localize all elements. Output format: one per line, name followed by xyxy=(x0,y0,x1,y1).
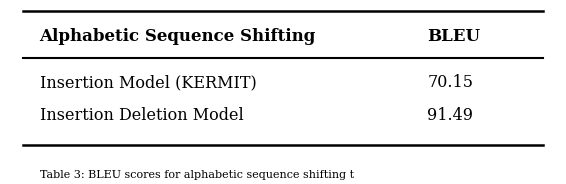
Text: 91.49: 91.49 xyxy=(427,107,473,124)
Text: 70.15: 70.15 xyxy=(427,74,473,91)
Text: BLEU: BLEU xyxy=(427,28,481,45)
Text: Insertion Model (KERMIT): Insertion Model (KERMIT) xyxy=(40,74,256,91)
Text: Alphabetic Sequence Shifting: Alphabetic Sequence Shifting xyxy=(40,28,316,45)
Text: Insertion Deletion Model: Insertion Deletion Model xyxy=(40,107,243,124)
Text: Table 3: BLEU scores for alphabetic sequence shifting t: Table 3: BLEU scores for alphabetic sequ… xyxy=(40,170,354,180)
